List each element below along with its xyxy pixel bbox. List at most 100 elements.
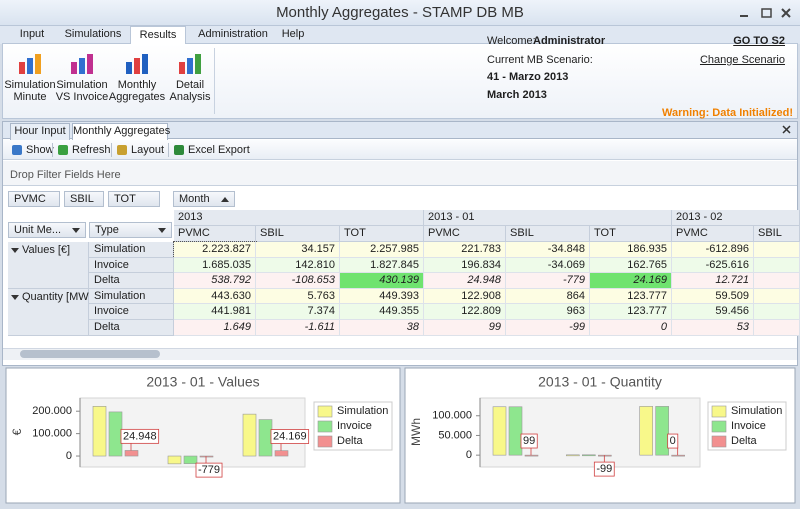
- legend-swatch: [317, 435, 333, 448]
- pivot-cell[interactable]: -34.069: [506, 257, 590, 274]
- pivot-cell[interactable]: 53: [672, 320, 754, 336]
- toolbar-button[interactable]: Layout: [131, 144, 165, 156]
- scroll-thumb[interactable]: [20, 350, 160, 358]
- toolbar-icon[interactable]: [174, 145, 184, 155]
- pivot-cell[interactable]: 2.257.985: [340, 242, 424, 258]
- column-header: PVMC: [174, 226, 256, 242]
- pivot-cell[interactable]: 7.374: [256, 304, 340, 320]
- ribbon-button-label[interactable]: Simulation: [56, 79, 108, 91]
- close-doc[interactable]: [782, 125, 792, 135]
- ribbon-icon: [123, 48, 151, 76]
- ribbon-button-label[interactable]: Simulation: [4, 79, 56, 91]
- row-field[interactable]: Type: [89, 222, 172, 238]
- icon-part: [27, 58, 33, 74]
- pivot-cell[interactable]: 1.827.845: [340, 257, 424, 274]
- pivot-cell[interactable]: 122.908: [424, 288, 506, 305]
- bar: [524, 454, 539, 457]
- ribbon-button-label[interactable]: Monthly: [117, 79, 157, 91]
- filter-field[interactable]: TOT: [108, 191, 160, 207]
- row-header: Delta: [89, 273, 174, 289]
- pivot-cell[interactable]: -34.848: [506, 242, 590, 258]
- pivot-cell[interactable]: -1.611: [256, 320, 340, 336]
- pivot-cell[interactable]: 24.169: [590, 273, 672, 289]
- row-header: Simulation: [89, 288, 174, 305]
- doc-tab[interactable]: Monthly Aggregates: [72, 123, 170, 140]
- pivot-cell[interactable]: 1.685.035: [174, 257, 256, 274]
- pivot-cell[interactable]: 186.935: [590, 242, 672, 258]
- ribbon-button-label[interactable]: Minute: [13, 91, 47, 103]
- pivot-cell[interactable]: 449.393: [340, 288, 424, 305]
- y-axis-label: MWh: [409, 418, 423, 446]
- pivot-cell[interactable]: 123.777: [590, 288, 672, 305]
- pivot-cell[interactable]: 2.223.827: [173, 241, 257, 259]
- column-group-header: 2013 - 02: [672, 210, 800, 226]
- pivot-cell[interactable]: -108.653: [256, 273, 340, 289]
- pivot-cell[interactable]: 430.139: [340, 273, 424, 289]
- pivot-cell[interactable]: -779: [506, 273, 590, 289]
- filter-field[interactable]: SBIL: [64, 191, 104, 207]
- pivot-cell[interactable]: 123.777: [590, 304, 672, 320]
- pivot-cell[interactable]: 441.981: [174, 304, 256, 320]
- pivot-cell[interactable]: 196.834: [424, 257, 506, 274]
- row-field[interactable]: Unit Me...: [8, 222, 86, 238]
- pivot-cell[interactable]: 12.721: [672, 273, 754, 289]
- pivot-cell[interactable]: 24.948: [424, 273, 506, 289]
- column-header: TOT: [340, 226, 424, 242]
- pivot-cell[interactable]: 38: [340, 320, 424, 336]
- legend-swatch: [317, 420, 333, 433]
- pivot-cell[interactable]: 1.649: [174, 320, 256, 336]
- ribbon-button-label[interactable]: Analysis: [169, 91, 211, 103]
- change-scenario-link[interactable]: Change Scenario: [699, 54, 785, 66]
- toolbar-icon[interactable]: [117, 145, 127, 155]
- pivot-cell[interactable]: 162.765: [590, 257, 672, 274]
- icon-part: [195, 54, 201, 74]
- ribbon-tab[interactable]: Results: [130, 26, 186, 44]
- ribbon-icon: [16, 48, 44, 76]
- pivot-cell[interactable]: 538.792: [174, 273, 256, 289]
- legend-label: Invoice: [731, 420, 766, 432]
- ribbon-tab[interactable]: Help: [281, 28, 305, 40]
- toolbar-button[interactable]: Excel Export: [188, 144, 250, 156]
- goto-link[interactable]: GO TO S2: [733, 35, 785, 47]
- pivot-cell[interactable]: 443.630: [174, 288, 256, 305]
- pivot-cell[interactable]: 34.157: [256, 242, 340, 258]
- pivot-cell[interactable]: 0: [590, 320, 672, 336]
- pivot-cell[interactable]: 449.355: [340, 304, 424, 320]
- pivot-cell[interactable]: 5.763: [256, 288, 340, 305]
- y-tick-label: 0: [466, 449, 472, 461]
- toolbar-button[interactable]: Show: [26, 144, 54, 156]
- pivot-cell[interactable]: -612.896: [672, 242, 754, 258]
- pivot-cell[interactable]: 221.783: [424, 242, 506, 258]
- title-bar: [0, 0, 800, 26]
- pivot-cell[interactable]: 59.509: [672, 288, 754, 305]
- pivot-cell[interactable]: 864: [506, 288, 590, 305]
- scenario: 41 - Marzo 2013: [487, 71, 569, 83]
- bar: [598, 454, 612, 457]
- row-header: Invoice: [89, 304, 174, 320]
- pivot-cell[interactable]: -99: [506, 320, 590, 336]
- column-field[interactable]: Month: [173, 191, 235, 207]
- data-label: -779: [198, 464, 220, 476]
- pivot-cell[interactable]: 963: [506, 304, 590, 320]
- icon-part: [35, 54, 41, 74]
- ribbon-tab[interactable]: Input: [19, 28, 45, 40]
- pivot-cell[interactable]: 59.456: [672, 304, 754, 320]
- toolbar-button[interactable]: Refresh: [72, 144, 111, 156]
- ribbon-button-label[interactable]: Detail: [175, 79, 205, 91]
- pivot-cell[interactable]: 122.809: [424, 304, 506, 320]
- pivot-cell[interactable]: 142.810: [256, 257, 340, 274]
- toolbar-icon[interactable]: [12, 145, 22, 155]
- data-label-box: [195, 462, 223, 478]
- ribbon-tab[interactable]: Simulations: [64, 28, 122, 40]
- ribbon-tab[interactable]: Administration: [198, 28, 268, 40]
- doc-tab[interactable]: Hour Input: [10, 123, 70, 140]
- bar: [242, 413, 257, 457]
- h-scrollbar[interactable]: [3, 348, 797, 360]
- pivot-cell[interactable]: -625.616: [672, 257, 754, 274]
- filter-field[interactable]: PVMC: [8, 191, 60, 207]
- toolbar-icon[interactable]: [58, 145, 68, 155]
- window-controls[interactable]: [736, 4, 796, 24]
- ribbon-button-label[interactable]: VS Invoice: [55, 91, 109, 103]
- ribbon-button-label[interactable]: Aggregates: [108, 91, 166, 103]
- pivot-cell[interactable]: 99: [424, 320, 506, 336]
